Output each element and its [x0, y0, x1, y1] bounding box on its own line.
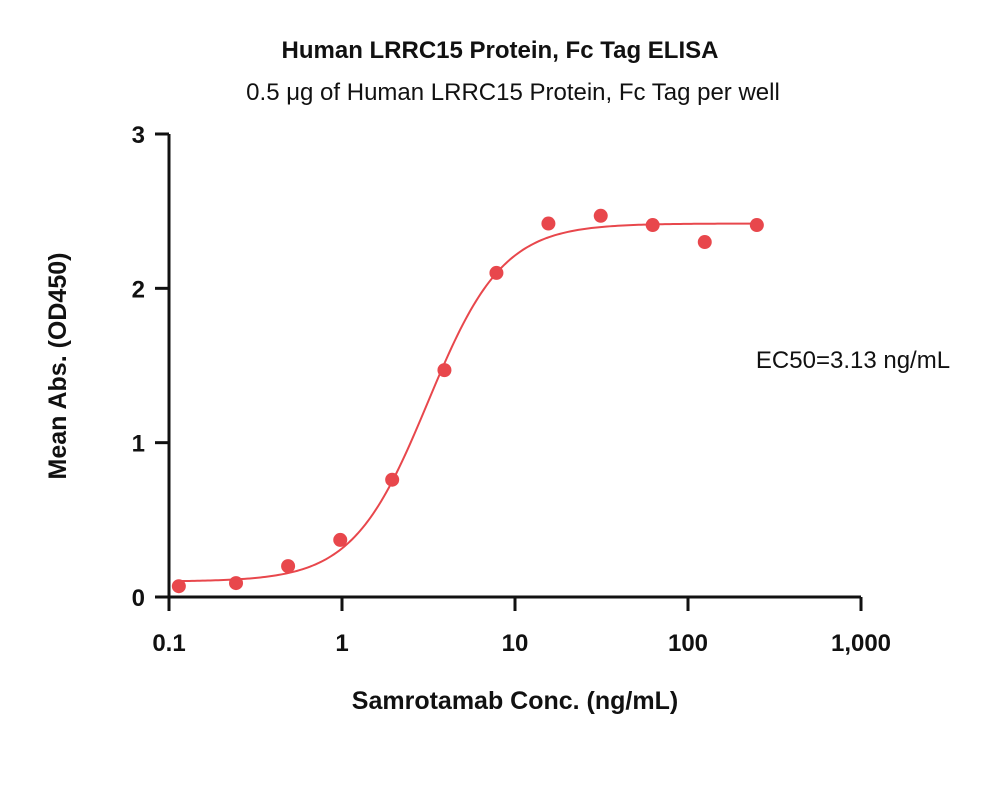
x-tick-label: 1 [335, 630, 348, 657]
y-tick-label: 3 [132, 122, 145, 149]
data-point [645, 218, 660, 233]
x-tick-label: 10 [502, 630, 529, 657]
x-tick-label: 100 [668, 630, 708, 657]
data-point [749, 218, 764, 233]
chart-subtitle: 0.5 μg of Human LRRC15 Protein, Fc Tag p… [246, 79, 780, 106]
data-point [593, 208, 608, 223]
data-point [697, 235, 712, 250]
y-ticks: 0 1 2 3 [132, 122, 169, 612]
y-tick-label: 1 [132, 431, 145, 458]
data-point [171, 579, 186, 594]
data-point [333, 532, 348, 547]
ec50-annotation: EC50=3.13 ng/mL [756, 347, 950, 374]
x-tick-label: 0.1 [152, 630, 185, 657]
fit-layer [178, 222, 757, 583]
data-point [489, 265, 504, 280]
data-point [281, 559, 296, 574]
chart-title: Human LRRC15 Protein, Fc Tag ELISA [282, 37, 719, 64]
data-point [541, 216, 556, 231]
y-tick-label: 2 [132, 276, 145, 303]
y-tick-label: 0 [132, 585, 145, 612]
fit-curve [178, 222, 757, 583]
x-ticks: 0.1 1 10 100 1,000 [152, 597, 891, 657]
data-point [229, 576, 244, 591]
x-tick-label: 1,000 [831, 630, 891, 657]
data-point [385, 472, 400, 487]
x-axis-label: Samrotamab Conc. (ng/mL) [352, 687, 678, 715]
points-layer [171, 208, 764, 594]
y-axis-label: Mean Abs. (OD450) [44, 253, 72, 480]
data-point [437, 363, 452, 378]
